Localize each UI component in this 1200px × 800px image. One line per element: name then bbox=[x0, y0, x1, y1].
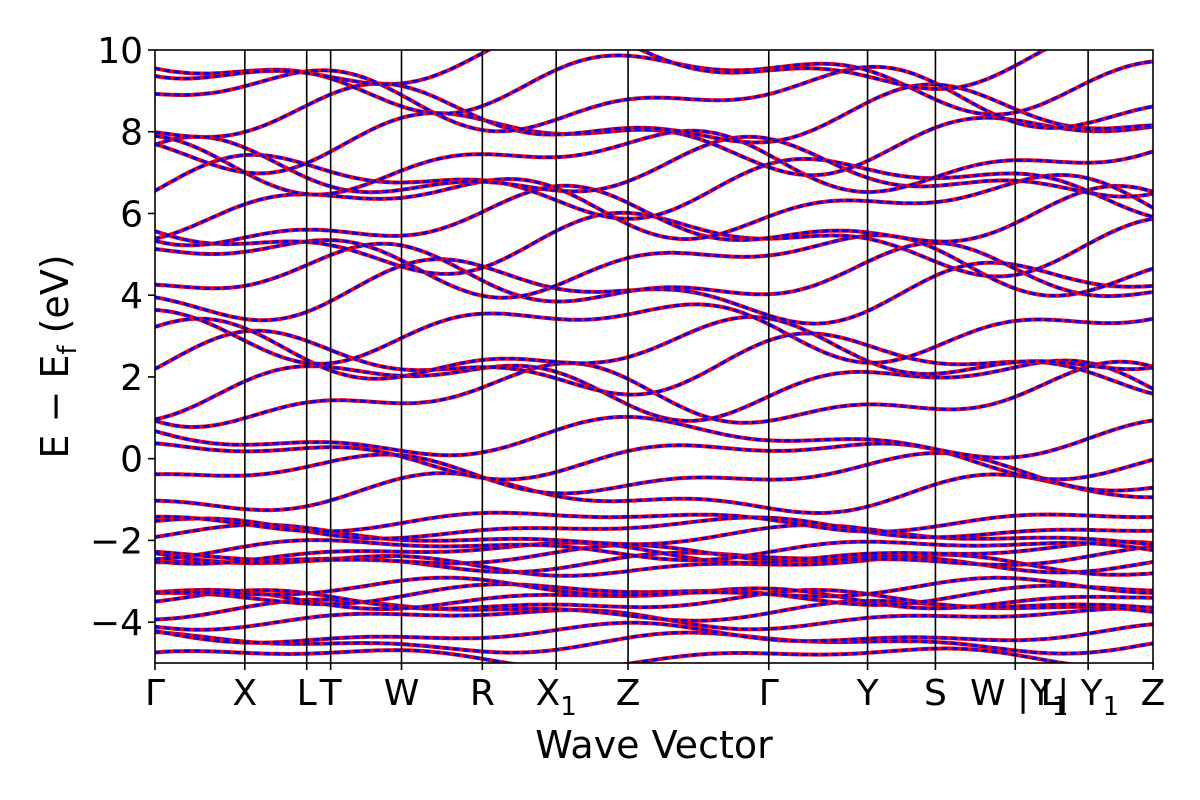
x-tick-label-12: | Y1 bbox=[1057, 673, 1119, 722]
band-line-24 bbox=[155, 315, 1153, 381]
band-line-dashed-34 bbox=[155, 129, 1153, 197]
band-line-dashed-4 bbox=[155, 598, 1153, 623]
band-line-dashed-9 bbox=[155, 553, 1153, 578]
band-line-dashed-27 bbox=[155, 241, 1153, 304]
band-line-dashed-8 bbox=[155, 576, 1153, 598]
x-tick-label-4: W bbox=[384, 673, 420, 714]
y-tick-label-7: 10 bbox=[97, 31, 143, 72]
band-line-dashed-36 bbox=[155, 81, 1153, 145]
band-line-dashed-19 bbox=[155, 441, 1153, 482]
band-line-dashed-38 bbox=[155, 53, 1153, 116]
band-line-dashed-32 bbox=[155, 153, 1153, 221]
y-tick-label-0: −4 bbox=[90, 603, 143, 644]
band-line-dashed-18 bbox=[155, 451, 1153, 495]
band-line-dashed-2 bbox=[155, 621, 1153, 645]
y-tick-label-4: 4 bbox=[120, 276, 143, 317]
x-tick-label-9: Y bbox=[856, 673, 880, 714]
band-line-dashed-5 bbox=[155, 588, 1153, 611]
band-line-dashed-16 bbox=[155, 511, 1153, 534]
x-tick-label-3: T bbox=[319, 673, 343, 714]
kpoint-dividers bbox=[244, 50, 1089, 663]
band-line-dashed-15 bbox=[155, 515, 1153, 540]
band-line-23 bbox=[155, 328, 1153, 397]
plot-frame bbox=[154, 49, 1154, 664]
x-tick-label-5: R bbox=[470, 673, 495, 714]
band-line-dashed-22 bbox=[155, 359, 1153, 423]
band-line-dashed-0 bbox=[155, 647, 1073, 663]
band-line-35 bbox=[155, 111, 1153, 178]
x-extra-label-0: Y1 bbox=[1029, 673, 1069, 722]
y-tick-label-2: 0 bbox=[120, 440, 143, 481]
x-tick-label-7: Z bbox=[616, 673, 641, 714]
band-line-dashed-33 bbox=[155, 135, 1153, 199]
x-tick-label-11: W | L bbox=[970, 673, 1061, 714]
band-line-37 bbox=[155, 64, 1153, 134]
band-line-dashed-35 bbox=[155, 111, 1153, 177]
x-tick-label-13: Z bbox=[1141, 673, 1166, 714]
x-axis-label: Wave Vector bbox=[535, 723, 773, 767]
x-tick-label-8: Γ bbox=[759, 673, 779, 714]
y-axis-label: E − Ef (eV) bbox=[33, 254, 83, 458]
band-line-dashed-14 bbox=[155, 523, 1153, 546]
y-tick-label-5: 6 bbox=[120, 194, 143, 235]
band-line-dashed-30 bbox=[155, 184, 1153, 247]
x-tick-label-10: S bbox=[924, 673, 947, 714]
band-line-dashed-37 bbox=[155, 65, 1153, 133]
band-line-20 bbox=[155, 414, 1153, 460]
band-line-dashed-26 bbox=[155, 257, 1153, 326]
band-line-dashed-11 bbox=[155, 543, 1153, 567]
x-tick-label-2: L bbox=[297, 673, 317, 714]
band-lines bbox=[155, 50, 1153, 663]
band-line-dashed-39 bbox=[155, 50, 1048, 91]
x-tick-label-1: X bbox=[232, 673, 257, 714]
band-line-dashed-1 bbox=[155, 630, 1153, 656]
band-line-dashed-29 bbox=[155, 211, 1153, 278]
band-line-17 bbox=[155, 471, 1153, 515]
y-tick-label-3: 2 bbox=[120, 358, 143, 399]
x-tick-label-6: X1 bbox=[536, 673, 577, 722]
x-tick-label-0: Γ bbox=[145, 673, 165, 714]
band-line-dashed-20 bbox=[155, 415, 1153, 460]
band-line-dashed-7 bbox=[155, 582, 1153, 607]
band-line-dashed-12 bbox=[155, 540, 1153, 566]
x-axis-ticks: Γ X L T W R X1 Z Γ Y S W | L| Y1 Z Y1 bbox=[145, 663, 1165, 722]
band-line-dashed-13 bbox=[155, 538, 1153, 562]
y-tick-label-1: −2 bbox=[90, 521, 143, 562]
y-axis-ticks: −4 −2 0 2 4 6 8 10 bbox=[90, 31, 155, 644]
y-tick-label-6: 8 bbox=[120, 113, 143, 154]
band-line-dashed-25 bbox=[155, 302, 1153, 366]
